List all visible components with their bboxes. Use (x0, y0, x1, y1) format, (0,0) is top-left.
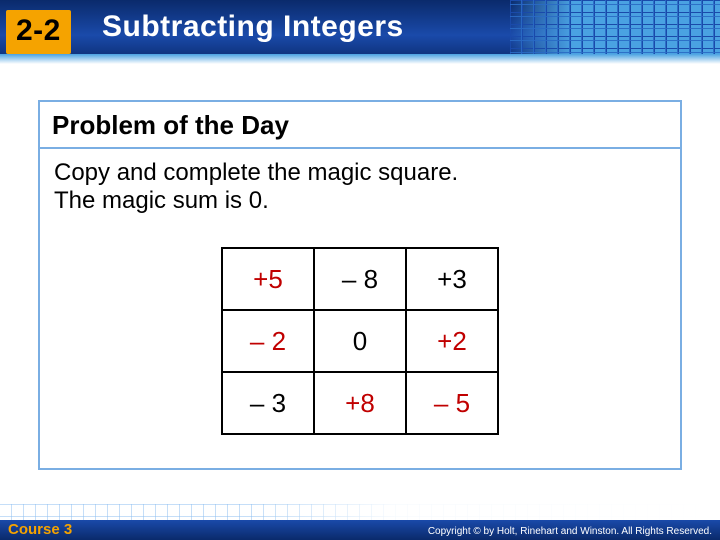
magic-square-table: +5 – 8 +3 – 2 0 +2 – 3 +8 – 5 (221, 247, 499, 435)
cell-2-0: – 3 (222, 372, 314, 434)
header-bar: 2-2 Subtracting Integers (0, 0, 720, 64)
lesson-title: Subtracting Integers (102, 10, 404, 44)
cell-0-2: +3 (406, 248, 498, 310)
footer-bar: Course 3 Copyright © by Holt, Rinehart a… (0, 520, 720, 540)
card-body-line1: Copy and complete the magic square. (54, 159, 666, 187)
course-label: Course 3 (8, 521, 72, 538)
table-row: +5 – 8 +3 (222, 248, 498, 310)
cell-2-2: – 5 (406, 372, 498, 434)
cell-1-2: +2 (406, 310, 498, 372)
copyright-text: Copyright © by Holt, Rinehart and Winsto… (428, 526, 712, 537)
cell-0-1: – 8 (314, 248, 406, 310)
cell-2-1: +8 (314, 372, 406, 434)
magic-square-wrap: +5 – 8 +3 – 2 0 +2 – 3 +8 – 5 (54, 247, 666, 435)
card-body: Copy and complete the magic square. The … (40, 149, 680, 445)
table-row: – 2 0 +2 (222, 310, 498, 372)
content-card: Problem of the Day Copy and complete the… (38, 100, 682, 470)
card-heading: Problem of the Day (40, 102, 680, 149)
card-body-line2: The magic sum is 0. (54, 187, 666, 215)
footer: Course 3 Copyright © by Holt, Rinehart a… (0, 504, 720, 540)
header-underline (0, 54, 720, 64)
cell-0-0: +5 (222, 248, 314, 310)
cell-1-1: 0 (314, 310, 406, 372)
lesson-number-badge: 2-2 (6, 10, 71, 54)
cell-1-0: – 2 (222, 310, 314, 372)
table-row: – 3 +8 – 5 (222, 372, 498, 434)
